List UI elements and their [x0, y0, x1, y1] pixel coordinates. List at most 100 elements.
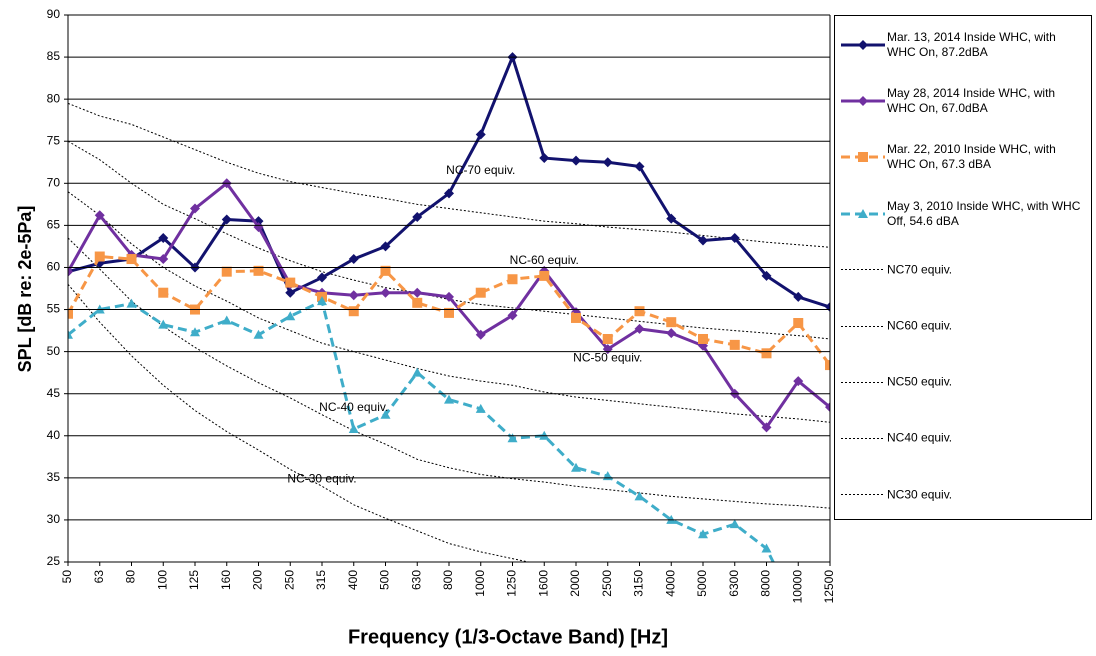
point-marker [412, 287, 423, 298]
point-marker [126, 254, 137, 265]
x-tick-label: 2000 [568, 570, 582, 597]
x-tick-label: 1600 [536, 570, 550, 597]
legend-label: NC70 equiv. [887, 262, 953, 277]
point-marker [253, 222, 264, 233]
point-marker [94, 251, 105, 262]
point-marker [317, 272, 327, 283]
point-marker [68, 329, 73, 339]
x-axis-label: Frequency (1/3-Octave Band) [Hz] [348, 626, 668, 648]
point-marker [825, 360, 830, 371]
reference-line [68, 102, 830, 248]
x-tick-label: 6300 [727, 570, 741, 597]
legend-marker [858, 208, 868, 218]
x-tick-label: 5000 [695, 570, 709, 597]
point-marker [571, 462, 581, 472]
point-marker [348, 254, 359, 265]
point-marker [698, 333, 708, 344]
legend-label: Mar. 22, 2010 Inside WHC, with WHC On, 6… [887, 142, 1056, 172]
legend-entry: Mar. 13, 2014 Inside WHC, with WHC On, 8… [839, 30, 1091, 60]
annotation: NC-30 equiv. [287, 472, 356, 486]
x-tick-label: 1250 [505, 570, 519, 597]
point-marker [285, 311, 296, 321]
y-tick-label: 60 [47, 260, 61, 274]
x-tick-label: 50 [60, 570, 74, 584]
point-marker [507, 310, 518, 321]
point-marker [444, 188, 454, 199]
point-marker [68, 308, 73, 319]
legend-label: NC30 equiv. [887, 487, 953, 502]
legend-label: NC40 equiv. [887, 430, 953, 445]
series-line [68, 299, 775, 562]
point-marker [475, 403, 486, 413]
point-marker [158, 287, 169, 298]
y-tick-label: 25 [47, 554, 61, 568]
point-marker [126, 298, 137, 308]
point-marker [634, 306, 645, 317]
legend-entry: May 28, 2014 Inside WHC, with WHC On, 67… [839, 86, 1091, 116]
annotation: NC-70 equiv. [446, 163, 515, 177]
legend-label: Mar. 13, 2014 Inside WHC, with WHC On, 8… [887, 30, 1056, 59]
point-marker [221, 266, 232, 277]
legend: Mar. 13, 2014 Inside WHC, with WHC On, 8… [834, 15, 1092, 520]
point-marker [602, 471, 613, 481]
point-marker [412, 367, 423, 377]
point-marker [475, 329, 486, 340]
legend-marker [858, 40, 868, 50]
point-marker [317, 296, 327, 306]
point-marker [221, 315, 232, 325]
point-marker [190, 327, 200, 337]
y-tick-label: 80 [47, 91, 61, 105]
x-tick-label: 3150 [632, 570, 646, 597]
point-marker [666, 328, 677, 339]
x-tick-label: 80 [124, 570, 138, 584]
y-tick-label: 90 [47, 7, 61, 21]
y-tick-label: 45 [47, 386, 61, 400]
legend-entry: NC70 equiv. [839, 262, 1091, 277]
point-marker [285, 287, 296, 298]
x-tick-label: 63 [92, 570, 106, 584]
x-tick-label: 400 [346, 570, 360, 590]
point-marker [571, 155, 581, 166]
legend-label: NC50 equiv. [887, 374, 953, 389]
point-marker [348, 306, 359, 317]
point-marker [412, 211, 423, 222]
x-tick-label: 200 [251, 570, 265, 590]
reference-line [68, 191, 830, 423]
y-tick-label: 55 [47, 302, 61, 316]
x-tick-label: 630 [409, 570, 423, 590]
point-marker [444, 394, 454, 404]
point-marker [602, 157, 613, 168]
x-tick-label: 315 [314, 570, 328, 590]
x-tick-label: 500 [378, 570, 392, 590]
point-marker [761, 422, 772, 433]
x-tick-label: 4000 [663, 570, 677, 597]
point-marker [475, 129, 486, 140]
point-marker [348, 424, 359, 434]
legend-swatch [841, 269, 885, 271]
legend-entry: NC50 equiv. [839, 375, 1091, 390]
annotation: NC-40 equiv. [319, 400, 388, 414]
y-tick-label: 30 [47, 512, 61, 526]
point-marker [380, 265, 391, 276]
legend-entry: Mar. 22, 2010 Inside WHC, with WHC On, 6… [839, 142, 1091, 172]
x-tick-label: 800 [441, 570, 455, 590]
y-tick-label: 50 [47, 344, 61, 358]
legend-entry: NC40 equiv. [839, 431, 1091, 446]
y-tick-label: 75 [47, 133, 61, 147]
point-marker [158, 233, 169, 244]
legend-swatch [841, 325, 885, 327]
point-marker [793, 318, 804, 329]
point-marker [94, 210, 105, 221]
point-marker [761, 543, 772, 553]
point-marker [285, 277, 296, 288]
legend-entry: NC60 equiv. [839, 319, 1091, 334]
point-marker [571, 312, 581, 323]
point-marker [698, 235, 708, 246]
point-marker [221, 214, 232, 225]
point-marker [158, 254, 169, 265]
legend-entry: NC30 equiv. [839, 487, 1091, 502]
point-marker [729, 339, 740, 350]
series-line [68, 55, 830, 309]
